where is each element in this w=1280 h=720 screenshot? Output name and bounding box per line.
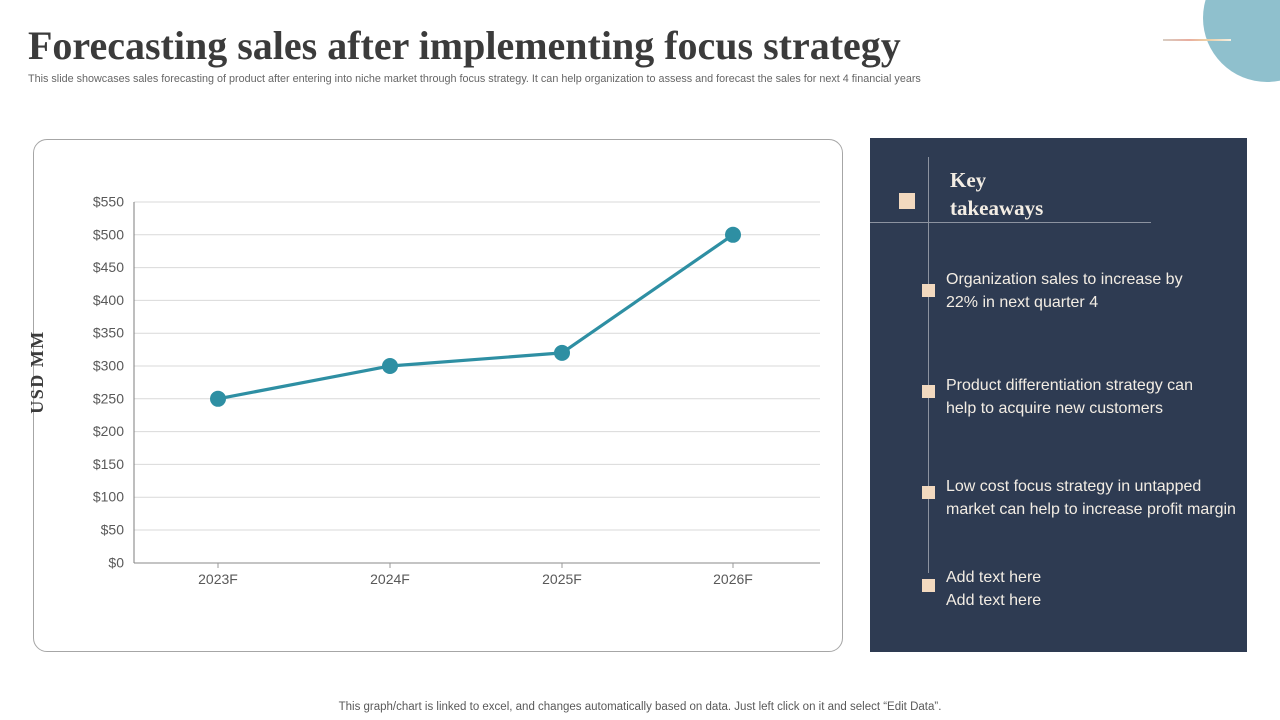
svg-text:$100: $100 xyxy=(93,489,124,505)
svg-text:$350: $350 xyxy=(93,325,124,341)
svg-text:$150: $150 xyxy=(93,456,124,472)
svg-text:$500: $500 xyxy=(93,226,124,242)
svg-text:2026F: 2026F xyxy=(713,571,753,587)
svg-text:$550: $550 xyxy=(93,194,124,210)
svg-text:$0: $0 xyxy=(108,554,124,570)
svg-text:$200: $200 xyxy=(93,423,124,439)
svg-text:$450: $450 xyxy=(93,259,124,275)
svg-text:$250: $250 xyxy=(93,390,124,406)
svg-text:2025F: 2025F xyxy=(542,571,582,587)
svg-text:$300: $300 xyxy=(93,358,124,374)
svg-text:2024F: 2024F xyxy=(370,571,410,587)
svg-text:$50: $50 xyxy=(101,522,125,538)
svg-text:$400: $400 xyxy=(93,292,124,308)
svg-text:2023F: 2023F xyxy=(198,571,238,587)
